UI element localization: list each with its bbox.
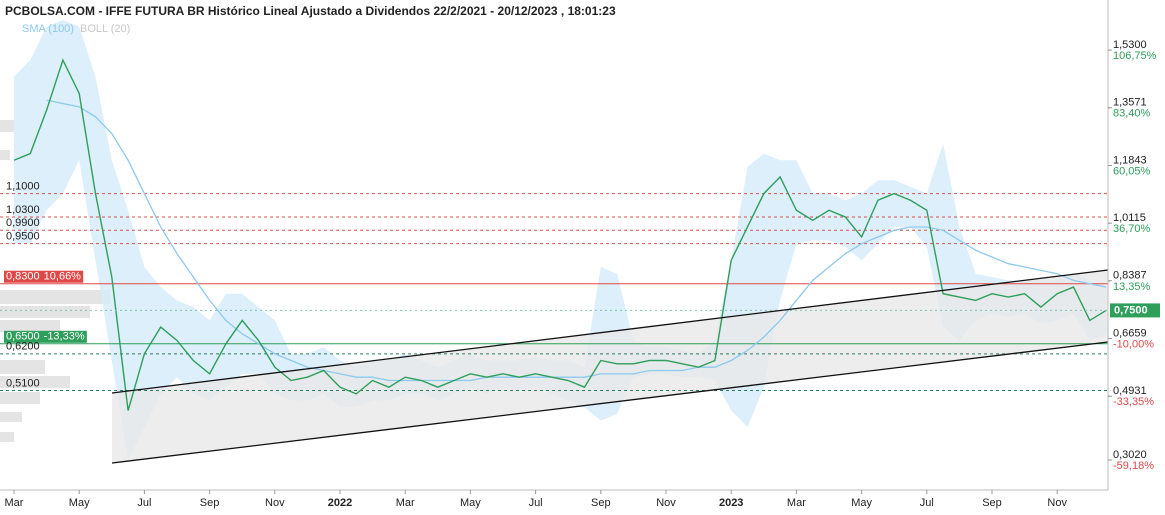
y-tick-label: 0,4931 (1113, 385, 1147, 397)
level-tag-bg (4, 270, 84, 283)
x-tick-label: May (69, 497, 90, 509)
volume-profile (0, 120, 110, 442)
y-tick-label: 1,3571 (1113, 97, 1147, 109)
x-tick-label: Sep (200, 497, 220, 509)
x-tick-label: Jul (529, 497, 543, 509)
x-tick-label: Sep (982, 497, 1002, 509)
x-tick-label: Nov (265, 497, 285, 509)
level-label: 1,0300 (6, 204, 40, 216)
last-price-label: 0,7500 (1114, 304, 1148, 316)
x-tick-label: 2023 (719, 497, 743, 509)
level-label: 0,6500 (6, 331, 40, 343)
level-label: 0,9500 (6, 231, 40, 243)
level-label: 1,1000 (6, 180, 40, 192)
price-line (13, 58, 1107, 411)
x-tick-label: Jul (920, 497, 934, 509)
x-tick-label: May (460, 497, 481, 509)
y2-tick-label: 60,05% (1113, 165, 1151, 177)
x-tick-label: Jul (137, 497, 151, 509)
x-tick-label: May (851, 497, 872, 509)
y2-tick-label: 36,70% (1113, 223, 1151, 235)
channel-upper (111, 269, 1109, 394)
legend-entry: BOLL (20) (80, 23, 130, 35)
y2-tick-label: 106,75% (1113, 50, 1157, 62)
x-tick-label: Sep (591, 497, 611, 509)
y-tick-label: 0,6659 (1113, 327, 1147, 339)
x-tick-label: Nov (1047, 497, 1067, 509)
level-tag: 0,8300 10,66% (4, 270, 84, 283)
x-tick-label: Nov (656, 497, 676, 509)
y2-tick-label: -10,00% (1113, 338, 1154, 350)
x-tick-label: Mar (396, 497, 415, 509)
y-tick-label: 0,8387 (1113, 270, 1147, 282)
x-tick-label: 2022 (328, 497, 352, 509)
level-tag: 0,6500 -13,33% (4, 331, 87, 343)
level-label: 0,8300 (6, 271, 40, 283)
y-tick-label: 1,5300 (1113, 39, 1147, 51)
level-change-label: 10,66% (44, 271, 82, 283)
x-tick-label: Mar (5, 497, 24, 509)
chart-title: PCBOLSA.COM - IFFE FUTURA BR Histórico L… (5, 4, 616, 18)
x-tick-label: Mar (787, 497, 806, 509)
channel-lower (111, 341, 1109, 464)
y2-tick-label: 83,40% (1113, 108, 1151, 120)
y-tick-label: 1,0115 (1113, 212, 1146, 224)
level-change-label: -13,33% (44, 331, 85, 343)
y2-tick-label: -59,18% (1113, 460, 1154, 472)
y-tick-label: 1,1843 (1113, 154, 1147, 166)
last-price-tag (1110, 303, 1160, 318)
level-tag-bg (4, 330, 87, 343)
y2-tick-label: 13,35% (1113, 281, 1151, 293)
channel-fill (112, 270, 1108, 463)
level-label: 0,9900 (6, 217, 40, 229)
y-tick-label: 0,3020 (1113, 449, 1147, 461)
level-label: 0,6200 (6, 341, 40, 353)
legend-entry: SMA (100) (22, 23, 74, 35)
level-label: 0,5100 (6, 377, 40, 389)
y2-tick-label: -33,35% (1113, 396, 1154, 408)
bollinger-band (14, 20, 1107, 461)
